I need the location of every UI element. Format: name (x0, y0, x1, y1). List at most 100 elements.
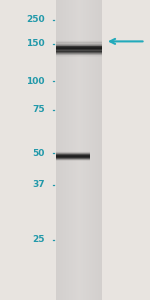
Bar (56, 158, 90, 159)
Bar (84, 0, 85, 300)
Text: 150: 150 (26, 39, 45, 48)
Bar (56, 159, 90, 160)
Bar (86, 0, 87, 300)
Bar (67, 0, 68, 300)
Bar (56, 0, 57, 300)
Bar (98, 0, 99, 300)
Bar (79, 0, 80, 300)
Bar (56, 155, 90, 156)
Bar (100, 0, 101, 300)
Bar (56, 53, 102, 54)
Bar (56, 156, 90, 157)
Bar (56, 0, 57, 300)
Bar (56, 153, 90, 154)
Bar (76, 0, 77, 300)
Bar (76, 0, 78, 300)
Bar (92, 0, 93, 300)
Bar (71, 0, 72, 300)
Bar (56, 50, 102, 51)
Bar (64, 0, 65, 300)
Bar (56, 42, 102, 43)
Bar (66, 0, 68, 300)
Bar (56, 53, 102, 54)
Bar (57, 0, 58, 300)
Bar (99, 0, 100, 300)
Bar (56, 157, 90, 158)
Bar (78, 0, 79, 300)
Bar (56, 152, 90, 153)
Text: 50: 50 (33, 148, 45, 158)
Bar (66, 0, 67, 300)
Bar (59, 0, 60, 300)
Bar (74, 0, 75, 300)
Bar (70, 0, 71, 300)
Bar (56, 152, 90, 153)
Bar (56, 47, 102, 48)
Bar (83, 0, 84, 300)
Bar (69, 0, 70, 300)
Bar (88, 0, 89, 300)
Bar (68, 0, 69, 300)
Bar (89, 0, 90, 300)
Bar (62, 0, 63, 300)
Bar (85, 0, 86, 300)
Bar (94, 0, 95, 300)
Bar (56, 44, 102, 45)
Bar (93, 0, 94, 300)
Bar (83, 0, 84, 300)
Bar (90, 0, 91, 300)
Bar (56, 157, 90, 158)
Bar (62, 0, 64, 300)
Bar (56, 159, 90, 160)
Bar (56, 156, 90, 157)
Text: 250: 250 (26, 15, 45, 24)
Bar (56, 160, 90, 161)
Bar (56, 154, 90, 155)
Bar (56, 46, 102, 47)
Bar (56, 41, 102, 42)
Bar (56, 49, 102, 50)
Bar (56, 43, 102, 44)
Bar (77, 0, 78, 300)
Bar (97, 0, 98, 300)
Bar (56, 40, 102, 41)
Bar (58, 0, 59, 300)
Bar (100, 0, 102, 300)
Bar (56, 48, 102, 49)
Text: 100: 100 (27, 76, 45, 85)
Text: 75: 75 (32, 105, 45, 114)
Bar (56, 52, 102, 53)
Bar (56, 54, 102, 55)
Bar (101, 0, 102, 300)
Bar (56, 48, 102, 49)
Bar (56, 153, 90, 154)
Bar (56, 151, 90, 152)
Bar (95, 0, 96, 300)
Bar (56, 55, 102, 56)
Bar (69, 0, 70, 300)
Bar (82, 0, 83, 300)
Bar (61, 0, 62, 300)
Bar (72, 0, 73, 300)
Bar (56, 160, 90, 161)
Bar (56, 45, 102, 46)
Bar (65, 0, 66, 300)
Bar (60, 0, 61, 300)
Bar (90, 0, 92, 300)
Bar (56, 51, 102, 52)
Bar (73, 0, 74, 300)
Bar (59, 0, 60, 300)
Bar (93, 0, 94, 300)
Text: 37: 37 (32, 180, 45, 189)
Bar (56, 51, 102, 52)
Bar (56, 56, 102, 57)
Bar (56, 41, 102, 42)
Bar (97, 0, 98, 300)
Bar (87, 0, 88, 300)
Bar (80, 0, 81, 300)
Bar (96, 0, 97, 300)
Bar (56, 47, 102, 48)
Text: 25: 25 (33, 236, 45, 244)
Bar (81, 0, 82, 300)
Bar (63, 0, 64, 300)
